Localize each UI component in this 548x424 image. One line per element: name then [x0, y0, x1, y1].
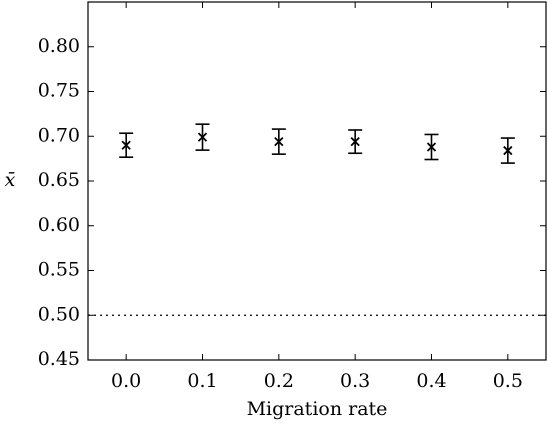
y-tick-label: 0.75: [38, 80, 80, 102]
y-axis-label: x̄: [5, 169, 16, 191]
x-tick-label: 0.0: [111, 370, 141, 392]
x-axis-label: Migration rate: [247, 398, 388, 420]
y-tick-label: 0.45: [38, 348, 80, 370]
x-tick-label: 0.4: [416, 370, 446, 392]
y-tick-label: 0.55: [38, 259, 80, 281]
y-tick-label: 0.60: [38, 214, 80, 236]
plot-frame: [87, 1, 547, 361]
point-marker: [274, 136, 284, 147]
point-marker: [121, 140, 131, 150]
point-marker: [197, 132, 208, 142]
x-tick-label: 0.3: [340, 370, 370, 392]
x-tick-label: 0.5: [493, 370, 523, 392]
point-marker: [426, 142, 437, 152]
x-tick-label: 0.2: [264, 370, 294, 392]
point-marker: [503, 145, 513, 156]
y-tick-label: 0.65: [38, 169, 80, 191]
y-tick-label: 0.50: [38, 303, 80, 325]
y-tick-label: 0.80: [38, 35, 80, 57]
point-marker: [350, 136, 360, 147]
y-tick-label: 0.70: [38, 124, 80, 146]
x-tick-label: 0.1: [187, 370, 217, 392]
